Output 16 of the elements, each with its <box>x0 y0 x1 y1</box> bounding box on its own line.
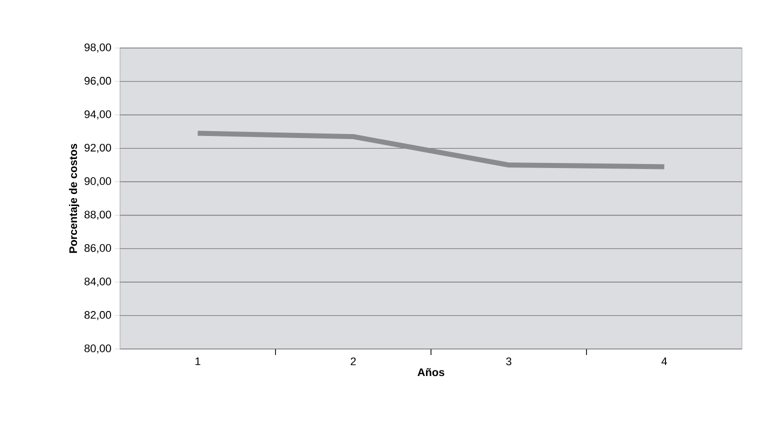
y-tick-label: 82,00 <box>84 311 112 320</box>
y-tick-label: 80,00 <box>84 344 112 354</box>
y-axis-title: Porcentaje de costos <box>69 144 80 253</box>
y-tick-label: 88,00 <box>84 210 112 220</box>
x-tick-label: 1 <box>196 358 200 366</box>
x-tick-label: 2 <box>350 358 356 366</box>
y-tick-label: 98,00 <box>84 43 112 53</box>
y-tick-label: 84,00 <box>84 278 112 287</box>
y-tick-label: 94,00 <box>84 110 112 120</box>
y-tick-label: 90,00 <box>84 177 112 186</box>
x-tick-label: 3 <box>506 358 512 366</box>
x-tick-label: 4 <box>661 358 667 366</box>
x-axis-title: Años <box>418 368 444 376</box>
y-tick-label: 96,00 <box>84 76 112 86</box>
y-tick-label: 86,00 <box>84 244 112 254</box>
y-tick-label: 92,00 <box>84 144 112 153</box>
